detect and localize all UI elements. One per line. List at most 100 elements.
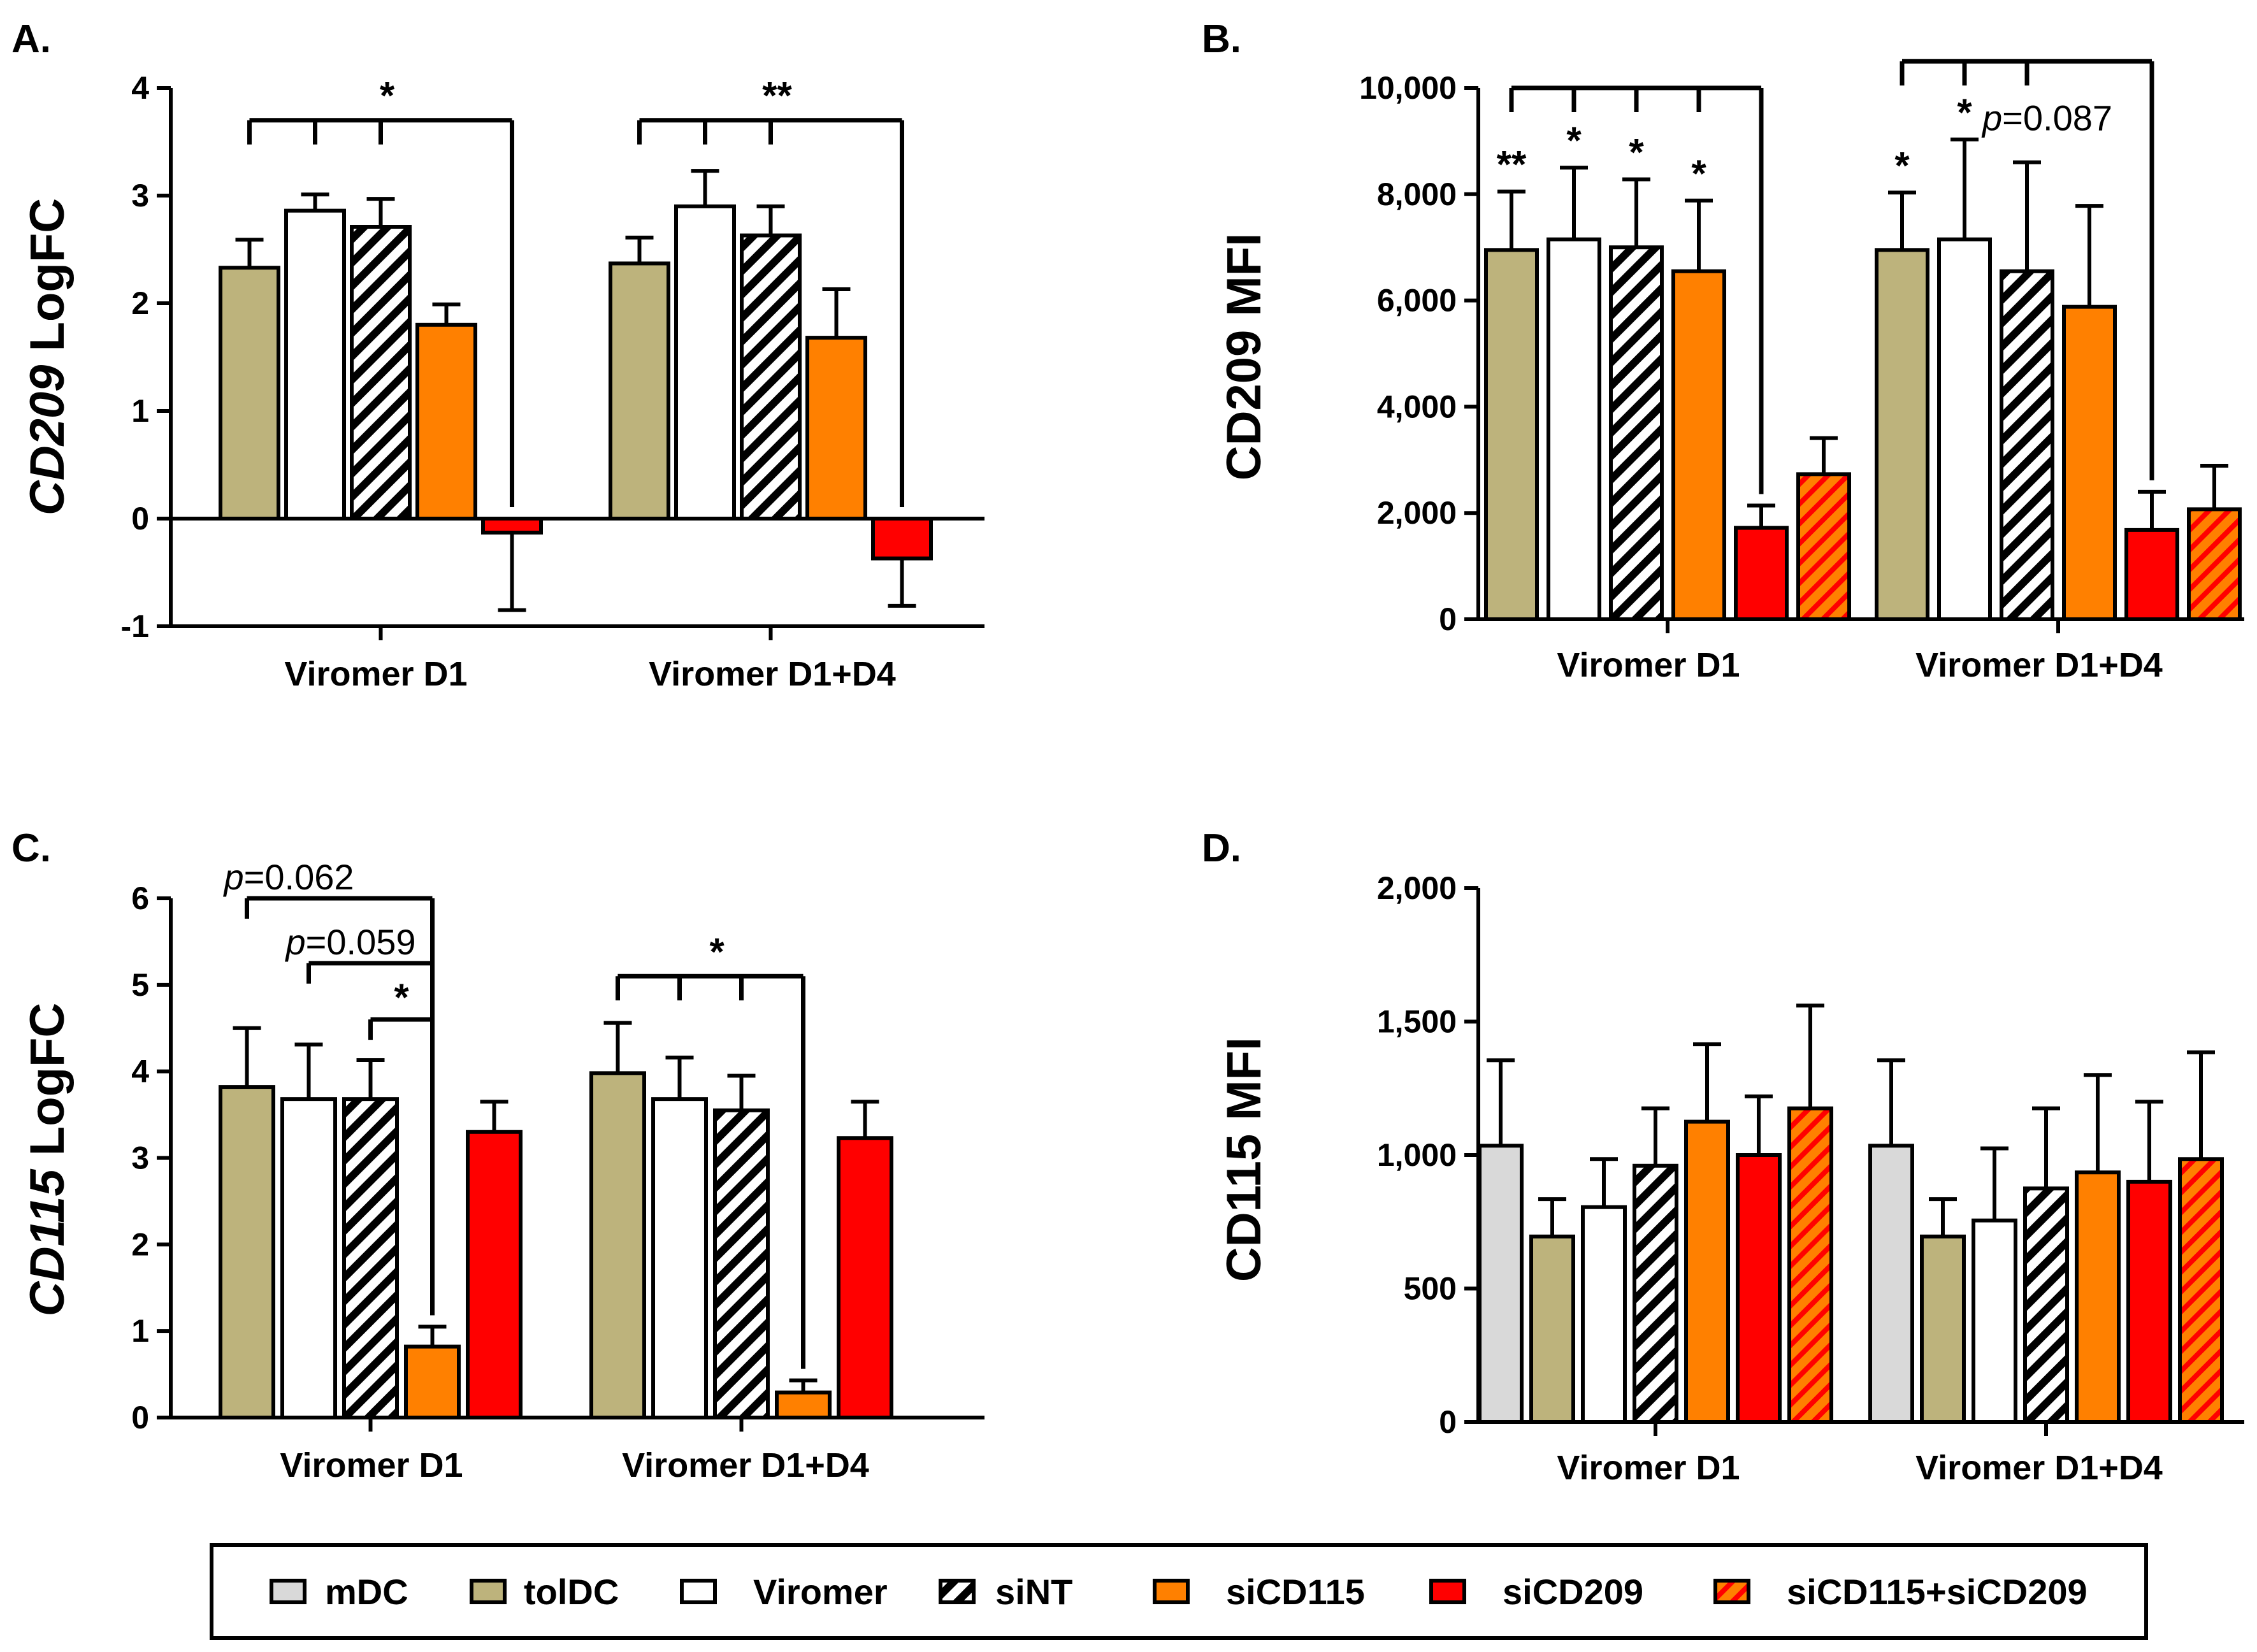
x-group-label: Viromer D1 bbox=[284, 655, 467, 693]
bar-sicd115-sicd209 bbox=[1796, 472, 1851, 621]
panel-a-letter: A. bbox=[11, 17, 51, 61]
x-group-label: Viromer D1+D4 bbox=[1915, 646, 2163, 684]
legend-label-sint: siNT bbox=[995, 1572, 1072, 1612]
y-tick-label: 0 bbox=[131, 1400, 149, 1435]
legend-swatch-sicd115-sicd209 bbox=[1713, 1579, 1750, 1604]
panel-c: C. CD115 LogFC 0 1 2 3 4 5 6 Viromer D1 … bbox=[11, 826, 984, 1484]
panel-d-y-axis-label: CD115 MFI bbox=[1217, 1037, 1271, 1282]
panel-d-y-ticks: 0 500 1,000 1,500 2,000 bbox=[1377, 870, 1457, 1440]
bar-sint bbox=[1609, 245, 1664, 621]
legend-swatch-mdc bbox=[270, 1579, 306, 1604]
p-value-label: p=0.087 bbox=[1981, 98, 2112, 138]
y-tick-label: 4,000 bbox=[1377, 389, 1457, 424]
y-tick-label: 4 bbox=[131, 1054, 149, 1089]
x-group-label: Viromer D1+D4 bbox=[1915, 1449, 2163, 1487]
significance-star: * bbox=[1957, 91, 1972, 134]
bar-sicd115 bbox=[404, 1344, 461, 1420]
bar-viromer bbox=[284, 208, 346, 521]
bar-toldc bbox=[1875, 248, 1929, 621]
y-tick-label: 500 bbox=[1404, 1271, 1457, 1307]
y-tick-label: 6,000 bbox=[1377, 283, 1457, 319]
bar-toldc bbox=[1920, 1234, 1966, 1425]
panel-a: A. CD209 LogFC -1 0 1 2 3 4 Viromer D1 V… bbox=[11, 17, 984, 693]
bar-viromer bbox=[1937, 237, 1992, 621]
bar-sint bbox=[740, 233, 802, 521]
comparison-label: p=0.062 bbox=[223, 857, 354, 897]
y-tick-label: 1 bbox=[131, 393, 149, 429]
bar-viromer bbox=[674, 204, 736, 521]
bar-sint bbox=[350, 225, 412, 521]
bar-sicd209 bbox=[466, 1130, 523, 1419]
legend-swatch-sicd209 bbox=[1429, 1579, 1466, 1604]
legend-label-toldc: tolDC bbox=[524, 1572, 619, 1612]
x-group-label: Viromer D1 bbox=[1557, 1449, 1740, 1487]
bar-viromer bbox=[1581, 1205, 1627, 1424]
panel-b-marks: *** * * ** p=0.087 bbox=[1464, 59, 2244, 633]
y-tick-label: 2,000 bbox=[1377, 495, 1457, 531]
panel-d-letter: D. bbox=[1202, 826, 1241, 870]
bar-sicd209 bbox=[871, 517, 933, 561]
legend-item-viromer: Viromer bbox=[680, 1572, 888, 1612]
y-tick-label: 0 bbox=[1439, 601, 1457, 637]
y-tick-label: 5 bbox=[131, 967, 149, 1003]
panel-b-letter: B. bbox=[1202, 17, 1241, 61]
bar-sicd115-sicd209 bbox=[2187, 507, 2242, 621]
x-group-label: Viromer D1 bbox=[280, 1446, 463, 1484]
bar-sicd209 bbox=[1734, 526, 1789, 621]
panel-a-y-ticks: -1 0 1 2 3 4 bbox=[121, 70, 150, 644]
bar-sicd115 bbox=[1684, 1119, 1730, 1424]
legend-frame bbox=[210, 1543, 2148, 1640]
legend: mDC tolDC Viromer siNT siCD115 siCD209 s… bbox=[210, 1543, 2148, 1640]
bar-viromer bbox=[1972, 1218, 2017, 1425]
legend-item-sicd209: siCD209 bbox=[1429, 1572, 1643, 1612]
y-tick-label: 2 bbox=[131, 285, 149, 321]
panel-d: D. CD115 MFI 0 500 1,000 1,500 2,000 Vir… bbox=[1202, 826, 2244, 1487]
bar-sint bbox=[2000, 269, 2054, 622]
legend-swatch-toldc bbox=[470, 1579, 507, 1604]
y-tick-label: 6 bbox=[131, 880, 149, 916]
bar-sicd209 bbox=[2126, 1179, 2172, 1425]
bar-sicd115 bbox=[2062, 305, 2117, 621]
y-tick-label: 1 bbox=[131, 1313, 149, 1349]
significance-star: ** bbox=[1497, 143, 1527, 186]
panel-c-letter: C. bbox=[11, 826, 51, 870]
bar-viromer bbox=[280, 1097, 337, 1419]
bar-toldc bbox=[219, 266, 280, 521]
y-tick-label: 0 bbox=[131, 501, 149, 536]
legend-label-sicd115: siCD115 bbox=[1226, 1572, 1365, 1612]
panel-b-y-axis-label: CD209 MFI bbox=[1217, 233, 1271, 481]
comparison-label: p=0.059 bbox=[285, 922, 416, 962]
panel-a-y-axis-label: CD209 LogFC bbox=[20, 198, 75, 515]
y-tick-label: 0 bbox=[1439, 1404, 1457, 1440]
x-group-label: Viromer D1 bbox=[1557, 646, 1740, 684]
bar-viromer bbox=[1547, 237, 1601, 621]
legend-swatch-sint bbox=[939, 1579, 976, 1604]
y-tick-label: 2 bbox=[131, 1226, 149, 1262]
bar-sicd115-sicd209 bbox=[1787, 1106, 1833, 1425]
legend-swatch-viromer bbox=[680, 1579, 717, 1604]
legend-label-sicd115-sicd209: siCD115+siCD209 bbox=[1787, 1572, 2088, 1612]
significance-star: * bbox=[1894, 144, 1910, 187]
panel-b: B. CD209 MFI 0 2,000 4,000 6,000 8,000 1… bbox=[1202, 17, 2244, 684]
bar-sicd209 bbox=[2124, 528, 2179, 621]
y-tick-label: 8,000 bbox=[1377, 176, 1457, 212]
legend-label-viromer: Viromer bbox=[753, 1572, 888, 1612]
bar-mdc bbox=[1478, 1144, 1524, 1424]
bar-sicd115 bbox=[415, 322, 477, 521]
y-tick-label: 1,000 bbox=[1377, 1137, 1457, 1173]
bar-toldc bbox=[1529, 1234, 1575, 1425]
comparison-label: * bbox=[394, 976, 409, 1019]
panel-c-y-ticks: 0 1 2 3 4 5 6 bbox=[131, 880, 149, 1435]
bar-toldc bbox=[589, 1071, 646, 1419]
panel-c-y-axis-label: CD115 LogFC bbox=[20, 1003, 75, 1317]
y-tick-label: 4 bbox=[131, 70, 149, 106]
significance-star: * bbox=[1629, 131, 1644, 173]
panel-b-y-ticks: 0 2,000 4,000 6,000 8,000 10,000 bbox=[1359, 70, 1457, 637]
y-tick-label: 3 bbox=[131, 1140, 149, 1176]
significance-label: * bbox=[709, 930, 725, 973]
panel-d-marks bbox=[1464, 886, 2244, 1436]
x-group-label: Viromer D1+D4 bbox=[622, 1446, 869, 1484]
bar-sicd209 bbox=[837, 1136, 893, 1419]
significance-star: * bbox=[1566, 119, 1582, 162]
